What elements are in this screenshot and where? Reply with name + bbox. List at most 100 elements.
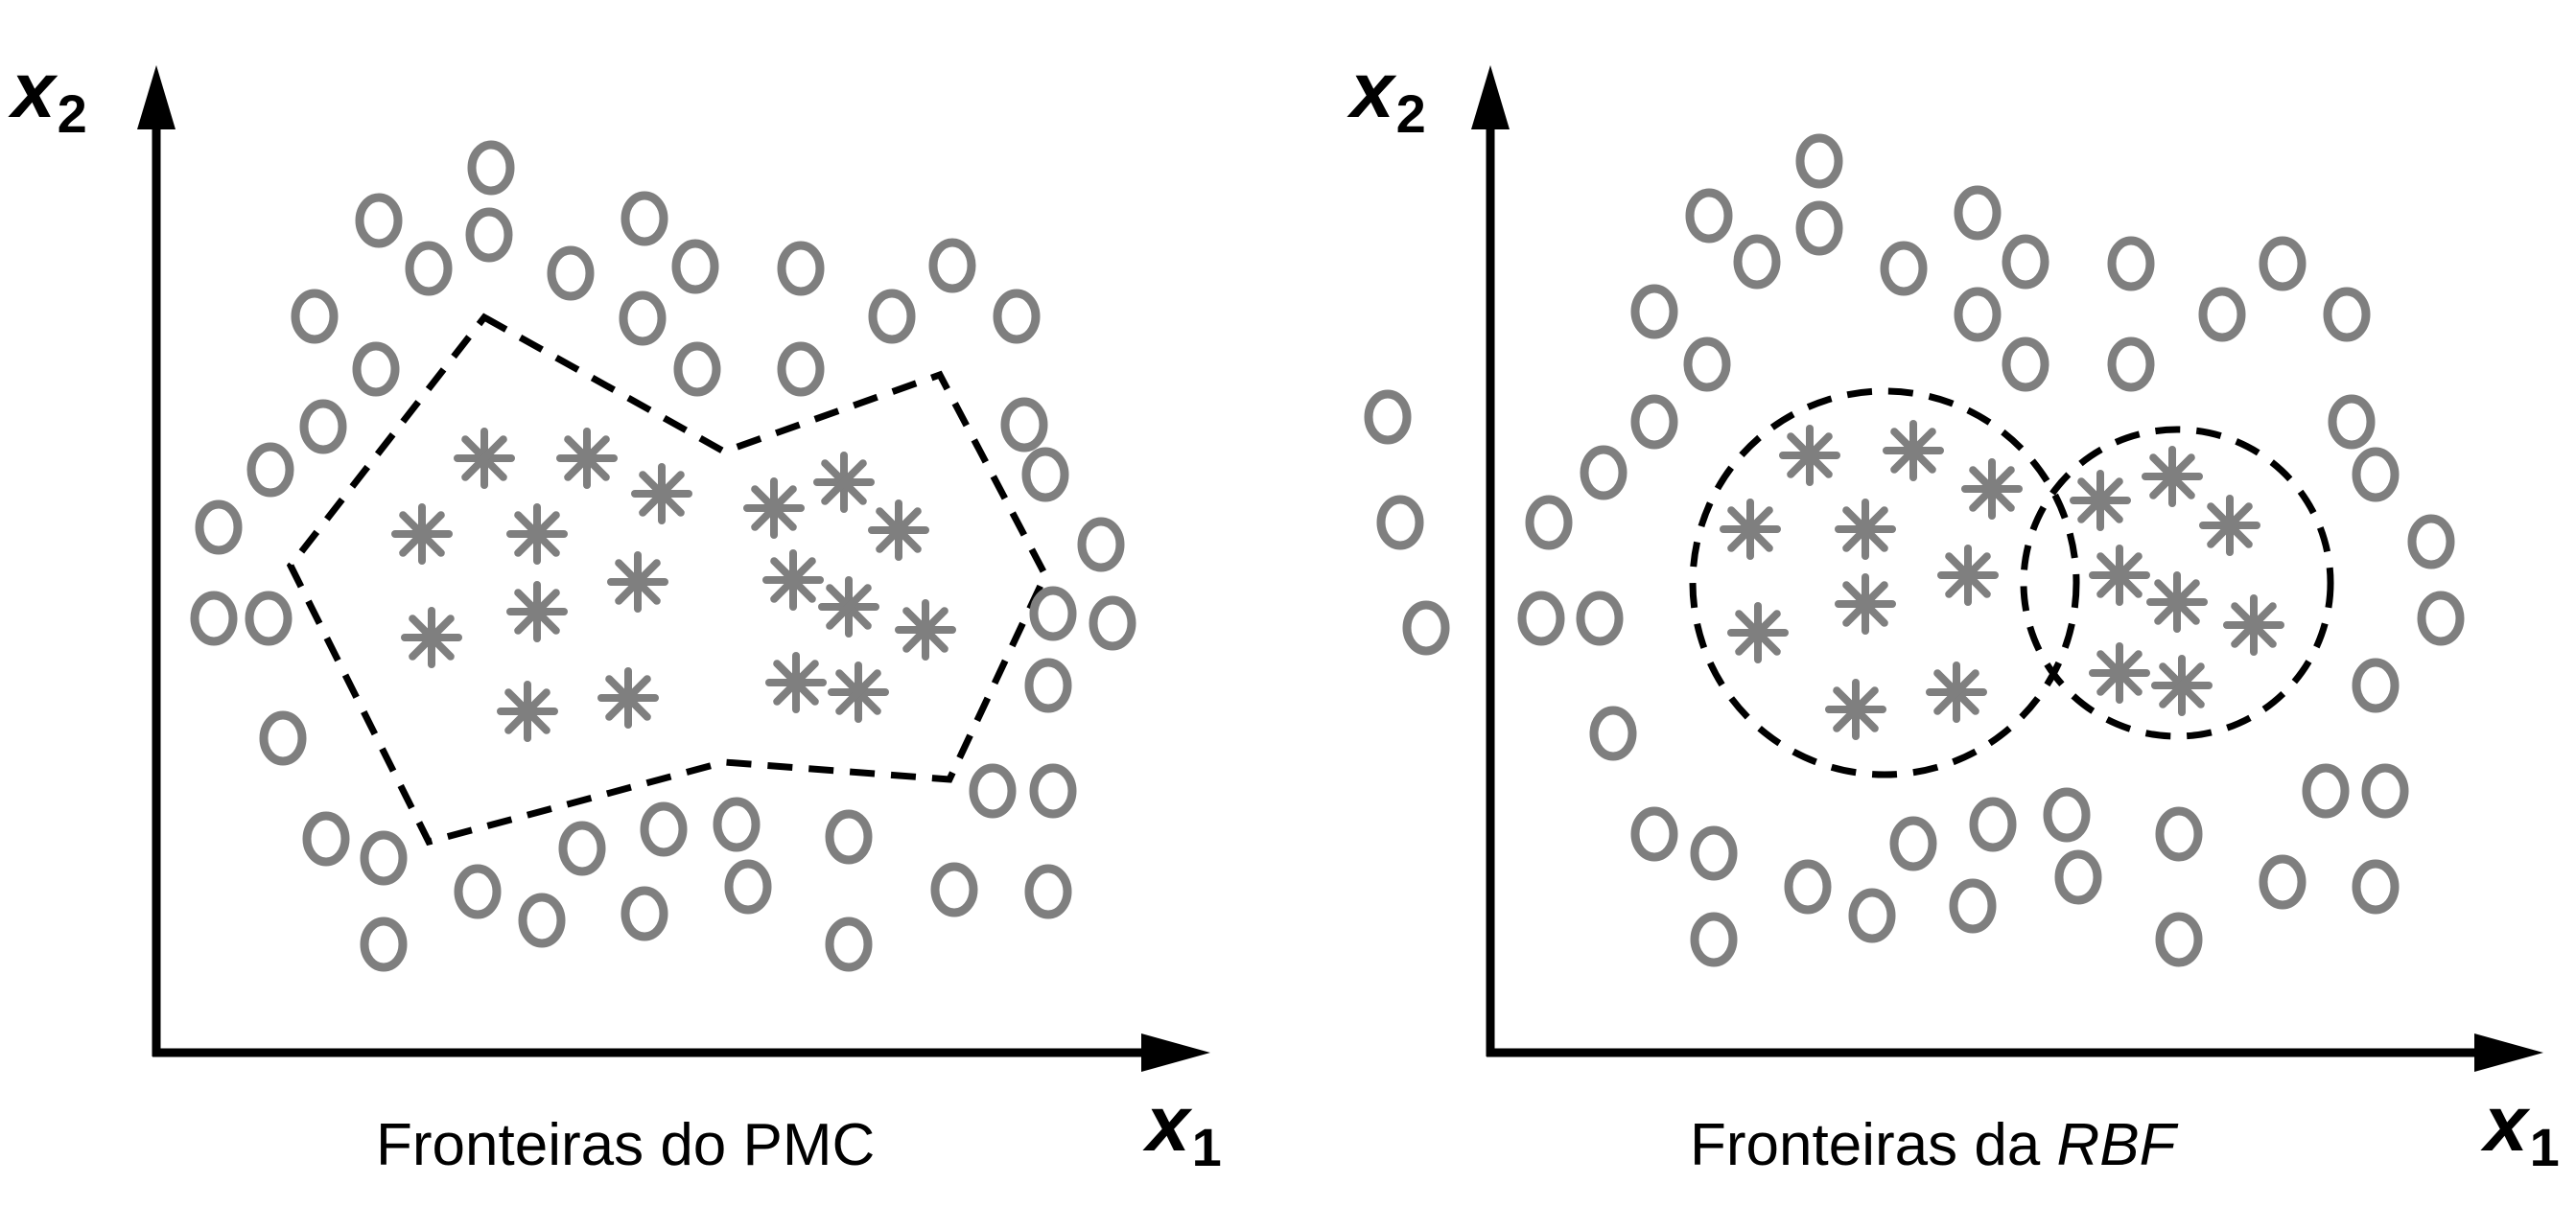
asterisk-icon <box>391 503 453 565</box>
circle-icon <box>465 207 513 263</box>
y-axis-arrowhead <box>1471 65 1510 129</box>
circle-icon <box>1683 337 1731 392</box>
circle-icon <box>2002 337 2049 392</box>
circle-icon <box>246 442 294 498</box>
circle-icon <box>621 191 668 246</box>
axes <box>1471 65 2543 1072</box>
circle-icon <box>190 591 238 646</box>
circle-icon <box>1576 591 1624 646</box>
circle-icon <box>930 862 978 917</box>
circle-icon <box>1795 133 1843 189</box>
circle-icon <box>1954 287 2002 342</box>
y-axis-arrowhead <box>137 65 176 129</box>
circle-icon <box>2043 787 2091 843</box>
asterisk-icon <box>2089 545 2150 606</box>
asterisk-icon <box>1937 545 1999 606</box>
circle-icon <box>467 140 515 196</box>
axes <box>137 65 1210 1072</box>
circle-icon <box>2361 763 2409 819</box>
circle-icon <box>1021 447 1069 502</box>
circle-icon <box>195 499 243 555</box>
asterisk-icon <box>2142 446 2203 507</box>
circle-icon <box>558 821 606 876</box>
panel-caption: Fronteiras da RBF <box>1690 1112 2179 1178</box>
y-axis-label: x2 <box>1347 47 1426 144</box>
circle-icon <box>291 289 339 344</box>
asterisk-icon <box>813 452 875 513</box>
circle-icon <box>352 341 400 397</box>
asterisk-icon <box>818 576 879 638</box>
circle-icon <box>1077 517 1125 572</box>
circle-icon <box>1969 797 2017 852</box>
panel-pmc: x2 x1 Fronteiras do PMC <box>8 47 1222 1178</box>
circle-icon <box>1589 706 1637 761</box>
circle-icon <box>777 241 825 296</box>
asterisk-icon <box>2151 655 2213 716</box>
asterisk-icon <box>1727 602 1789 663</box>
circle-icon <box>2155 912 2203 967</box>
x-axis-label: x1 <box>2480 1080 2560 1177</box>
asterisk-icon <box>506 581 568 642</box>
circle-icon <box>1733 234 1781 290</box>
circle-icon <box>360 830 408 886</box>
circle-icon <box>259 710 307 766</box>
circle-icon <box>547 245 595 301</box>
circle-icon <box>673 341 721 397</box>
circle-icon <box>2155 806 2203 862</box>
circle-icon <box>2002 234 2049 290</box>
asterisk-icon <box>454 428 515 489</box>
asterisk-icon <box>765 652 827 713</box>
circle-icon <box>2328 394 2376 450</box>
circle-icon <box>2417 591 2465 646</box>
circle-icon <box>355 193 403 248</box>
circle-icon <box>1630 806 1678 862</box>
circle-icon <box>1848 888 1896 943</box>
circle-icon <box>2352 658 2400 713</box>
circle-icon <box>1525 495 1573 550</box>
circle-icon <box>2352 447 2400 502</box>
circle-icon <box>2198 287 2246 342</box>
x-axis-label: x1 <box>1142 1080 1222 1177</box>
circle-icon <box>777 341 825 397</box>
circle-icon <box>2407 514 2455 569</box>
asterisk-icon <box>1779 425 1840 486</box>
circle-icon <box>621 886 668 941</box>
asterisk-icon <box>1883 420 1944 481</box>
circle-icon <box>2054 849 2102 905</box>
outer-class-markers <box>190 140 1136 972</box>
asterisk-icon <box>1961 458 2023 520</box>
panel-caption: Fronteiras do PMC <box>376 1112 875 1178</box>
rbf-boundary-left <box>1689 387 2080 778</box>
circle-icon <box>1364 389 1412 445</box>
asterisk-icon <box>1825 679 1886 740</box>
asterisk-icon <box>2199 495 2260 556</box>
outer-class-markers <box>1364 133 2465 967</box>
circle-icon <box>1949 878 1997 934</box>
circle-icon <box>1690 912 1738 967</box>
x-axis-arrowhead <box>2474 1033 2543 1072</box>
circle-icon <box>2107 236 2155 291</box>
asterisk-icon <box>743 477 805 539</box>
circle-icon <box>640 801 688 857</box>
circle-icon <box>1517 591 1565 646</box>
circle-icon <box>1784 859 1832 915</box>
x-axis-arrowhead <box>1141 1033 1210 1072</box>
circle-icon <box>1630 394 1678 450</box>
x-axis-subscript: 1 <box>1192 1117 1222 1177</box>
y-axis-subscript: 2 <box>58 83 87 144</box>
circle-icon <box>2352 859 2400 915</box>
circle-icon <box>2302 763 2350 819</box>
asterisk-icon <box>607 551 668 613</box>
asterisk-icon <box>2089 642 2150 704</box>
circle-icon <box>2259 854 2307 910</box>
asterisk-icon <box>2146 571 2208 633</box>
asterisk-icon <box>1926 662 1987 723</box>
circle-icon <box>1402 600 1450 656</box>
asterisk-icon <box>556 428 618 489</box>
circle-icon <box>302 811 350 867</box>
asterisk-icon <box>631 463 692 524</box>
circle-icon <box>825 809 873 865</box>
asterisk-icon <box>401 607 462 668</box>
circle-icon <box>1029 586 1077 641</box>
circle-icon <box>518 893 566 948</box>
